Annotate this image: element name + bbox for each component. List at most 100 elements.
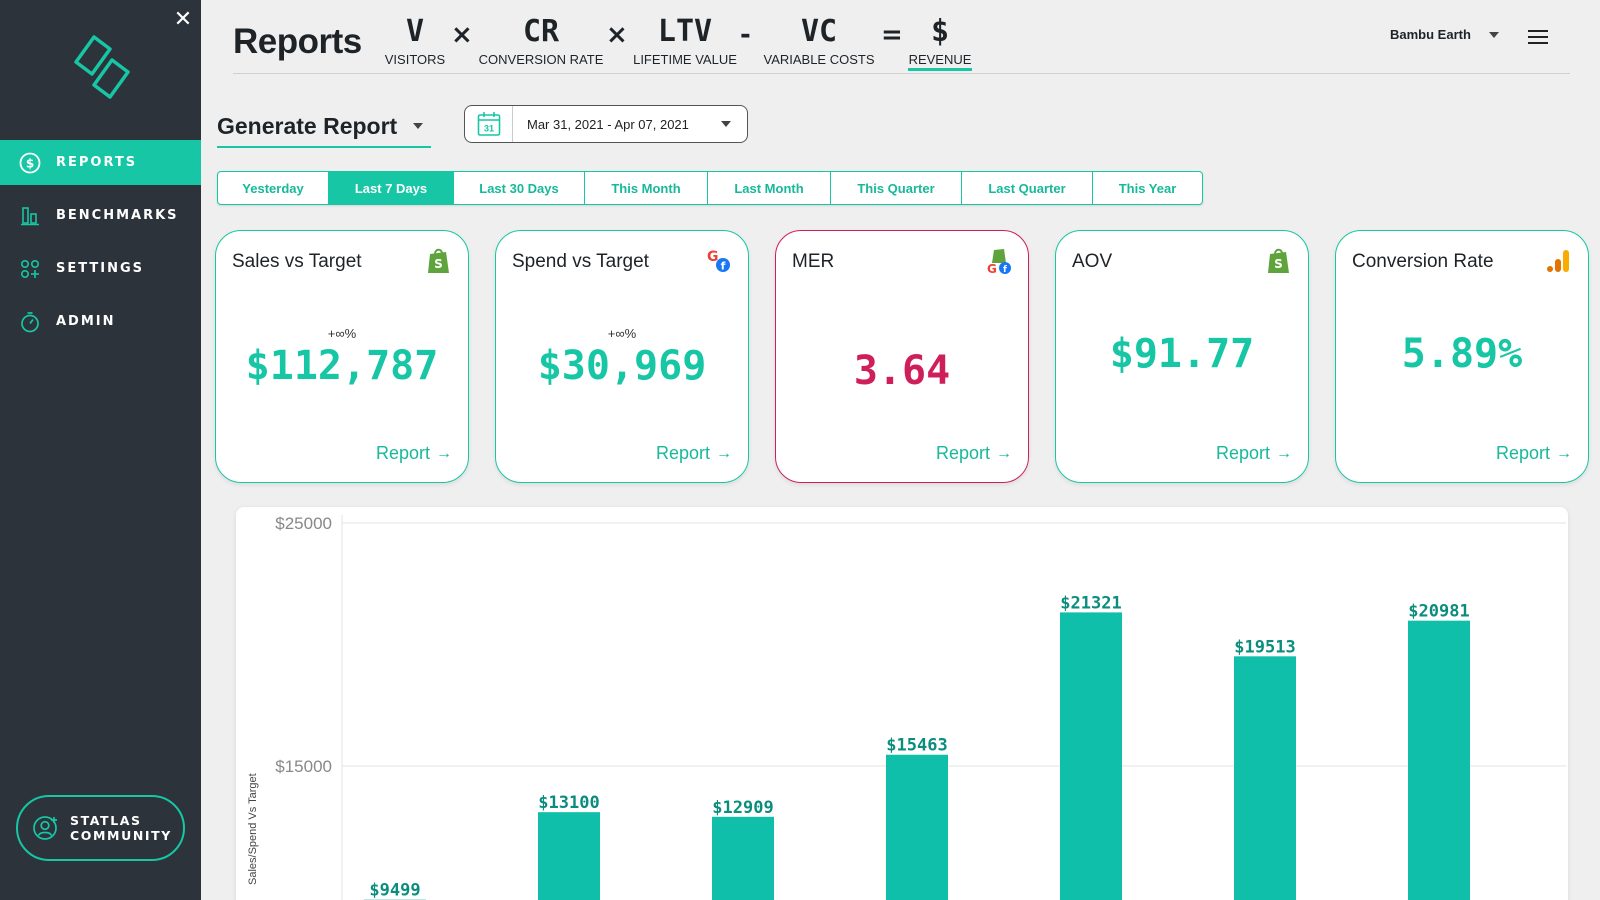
y-tick-label: $15000 — [275, 757, 332, 776]
account-dropdown[interactable]: Bambu Earth — [1390, 27, 1499, 42]
stopwatch-icon — [18, 310, 42, 334]
svg-text:S: S — [1274, 257, 1283, 271]
header-divider — [233, 73, 1570, 74]
y-axis-label: Sales/Spend Vs Target — [247, 773, 259, 885]
arrow-right-icon: → — [996, 444, 1012, 462]
arrow-right-icon: → — [1556, 444, 1572, 462]
card-report-link[interactable]: Report → — [935, 443, 1012, 463]
bar-value-label: $21321 — [1060, 593, 1121, 613]
card-report-link[interactable]: Report → — [655, 443, 732, 463]
card-title: Conversion Rate — [1352, 251, 1494, 272]
bar-value-label: $13100 — [538, 793, 599, 813]
tab-this-quarter[interactable]: This Quarter — [831, 172, 962, 204]
card-value: $112,787 — [245, 343, 439, 389]
grid-dots-icon — [18, 257, 42, 281]
svg-text:S: S — [434, 257, 443, 271]
formula-operator: - — [740, 20, 751, 50]
sidebar-item-benchmarks[interactable]: BENCHMARKS — [0, 193, 201, 238]
generate-report-dropdown[interactable]: Generate Report — [217, 106, 431, 148]
arrow-right-icon: → — [436, 444, 452, 462]
chart-bar — [712, 816, 774, 900]
sidebar-item-label: ADMIN — [56, 314, 116, 329]
chevron-down-icon — [1488, 31, 1499, 38]
sidebar-item-reports[interactable]: $ REPORTS — [0, 140, 201, 185]
sidebar-item-admin[interactable]: ADMIN — [0, 299, 201, 344]
sidebar-item-label: SETTINGS — [56, 261, 145, 276]
formula-operator: × — [606, 20, 628, 50]
tab-last-30-days[interactable]: Last 30 Days — [454, 172, 585, 204]
date-range-picker[interactable]: 31 Mar 31, 2021 - Apr 07, 2021 — [464, 105, 748, 143]
bar-value-label: $9499 — [369, 881, 420, 900]
card-value: 5.89% — [1401, 331, 1523, 377]
bar-chart: $25000 $15000 Sales/Spend Vs Target $9499 $1… — [247, 514, 1566, 900]
formula-term-variable-costs: VC VARIABLE COSTS — [763, 14, 875, 67]
close-icon[interactable]: ✕ — [173, 6, 193, 31]
svg-text:G: G — [707, 249, 719, 265]
sidebar-item-label: BENCHMARKS — [56, 208, 179, 223]
tab-last-quarter[interactable]: Last Quarter — [962, 172, 1093, 204]
svg-text:31: 31 — [483, 124, 493, 134]
kpi-card-sales-vs-target: Sales vs Target S +∞% $112,787 Report → — [215, 230, 469, 483]
card-title: AOV — [1072, 251, 1113, 272]
formula-term-visitors: V VISITORS — [384, 14, 446, 67]
sidebar: ✕ $ REPORTS BENCHMARKS SETTINGS — [0, 0, 201, 900]
card-report-link[interactable]: Report → — [375, 443, 452, 463]
date-range-value: Mar 31, 2021 - Apr 07, 2021 — [527, 116, 689, 132]
chart-bar — [1060, 612, 1122, 900]
formula-operator: × — [451, 20, 473, 50]
dollar-circle-icon: $ — [18, 151, 42, 175]
period-tabs: Yesterday Last 7 Days Last 30 Days This … — [217, 171, 1203, 205]
tab-this-month[interactable]: This Month — [585, 172, 708, 204]
bar-chart-icon — [18, 204, 42, 228]
card-delta: +∞% — [327, 326, 357, 341]
kpi-card-conversion-rate: Conversion Rate 5.89% Report → — [1335, 230, 1589, 483]
formula-term-conversion-rate: CR CONVERSION RATE — [478, 14, 604, 67]
generate-report-label: Generate Report — [217, 112, 398, 139]
shopify-icon: S — [1268, 248, 1289, 273]
card-report-link[interactable]: Report → — [1495, 443, 1572, 463]
sidebar-item-label: REPORTS — [56, 155, 138, 170]
chevron-down-icon — [413, 123, 424, 129]
kpi-card-aov: AOV S $91.77 Report → — [1055, 230, 1309, 483]
card-title: MER — [792, 251, 835, 272]
calendar-icon: 31 — [465, 106, 513, 142]
svg-text:G: G — [987, 262, 997, 275]
card-report-link[interactable]: Report → — [1215, 443, 1292, 463]
page-title: Reports — [233, 22, 362, 61]
community-button[interactable]: STATLAS COMMUNITY — [16, 795, 185, 861]
tab-last-month[interactable]: Last Month — [708, 172, 831, 204]
card-value: $30,969 — [537, 343, 707, 389]
tab-last-7-days[interactable]: Last 7 Days — [329, 172, 454, 204]
formula-term-revenue: $ REVENUE — [908, 14, 972, 71]
chevron-down-icon — [721, 121, 731, 127]
card-title: Sales vs Target — [232, 251, 362, 272]
svg-text:f: f — [1003, 265, 1007, 275]
account-name: Bambu Earth — [1390, 27, 1471, 42]
svg-text:f: f — [721, 260, 726, 273]
formula-term-lifetime-value: LTV LIFETIME VALUE — [633, 14, 737, 67]
sidebar-item-settings[interactable]: SETTINGS — [0, 246, 201, 291]
bar-value-label: $19513 — [1234, 637, 1295, 657]
arrow-right-icon: → — [1276, 444, 1292, 462]
chart-bar — [1408, 620, 1470, 900]
shopify-icon: S — [428, 248, 449, 273]
card-title: Spend vs Target — [512, 251, 649, 272]
y-tick-label: $25000 — [275, 514, 332, 533]
chart-bar — [538, 812, 600, 900]
svg-text:$: $ — [26, 156, 34, 170]
card-value: 3.64 — [853, 348, 951, 394]
bar-value-label: $12909 — [712, 798, 773, 818]
bar-value-label: $15463 — [886, 736, 947, 756]
tab-yesterday[interactable]: Yesterday — [218, 172, 329, 204]
formula-operator: = — [881, 20, 903, 50]
arrow-right-icon: → — [716, 444, 732, 462]
user-plus-icon — [33, 816, 57, 840]
google-analytics-icon — [1547, 250, 1569, 272]
hamburger-menu-icon[interactable] — [1528, 30, 1548, 46]
google-facebook-icon: Gf — [707, 249, 730, 273]
bar-value-label: $20981 — [1408, 602, 1469, 622]
card-delta: +∞% — [607, 326, 637, 341]
tab-this-year[interactable]: This Year — [1118, 180, 1177, 196]
